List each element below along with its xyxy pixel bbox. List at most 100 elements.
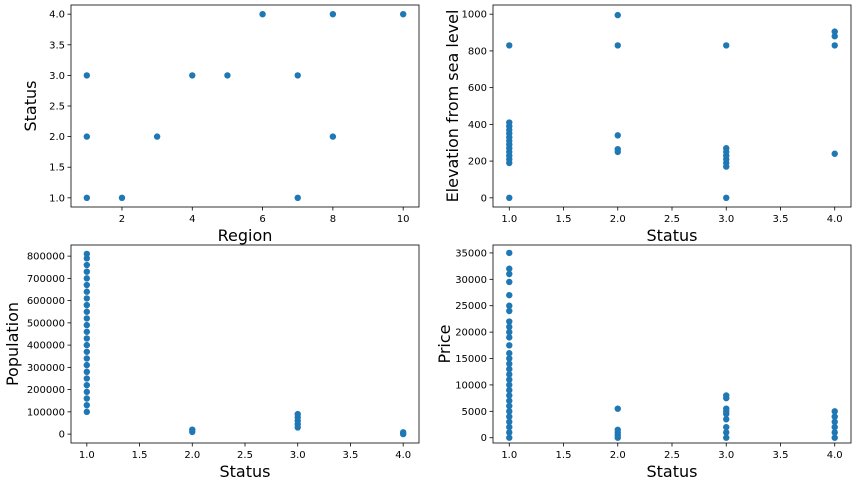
data-point xyxy=(506,434,513,441)
data-point xyxy=(614,42,621,49)
data-point xyxy=(83,341,91,349)
y-tick-label: 600000 xyxy=(27,296,65,307)
data-point xyxy=(83,355,91,362)
x-tick-label: 3.0 xyxy=(718,450,734,461)
x-tick-label: 3.0 xyxy=(290,450,306,461)
data-point xyxy=(83,368,91,376)
data-point xyxy=(506,334,513,341)
data-point xyxy=(83,335,91,342)
x-tick-label: 1.5 xyxy=(132,450,148,461)
data-point xyxy=(506,342,513,349)
data-point xyxy=(614,405,621,412)
y-tick-label: 4.0 xyxy=(49,10,65,21)
plot-frame xyxy=(70,4,420,208)
x-tick-label: 8 xyxy=(330,214,336,225)
y-tick-label: 3.0 xyxy=(49,71,65,82)
data-point xyxy=(723,416,730,423)
data-point xyxy=(506,413,513,420)
y-tick-label: 1000 xyxy=(462,10,487,21)
data-point xyxy=(83,281,91,289)
x-tick-label: 4.0 xyxy=(395,450,411,461)
data-point xyxy=(294,410,301,418)
y-tick-label: 15000 xyxy=(455,354,487,365)
data-point xyxy=(83,133,91,140)
x-tick-label: 4.0 xyxy=(827,450,843,461)
data-point xyxy=(399,429,407,436)
data-point xyxy=(506,355,513,362)
data-point xyxy=(83,72,91,79)
y-tick-label: 200 xyxy=(468,157,487,168)
subplot-1: 2 4 6 8 10 1.0 1.5 2.0 2.5 3.0 3.5 4.0 Region Status xyxy=(21,4,420,245)
scatter-points xyxy=(83,10,407,202)
data-point xyxy=(506,360,513,367)
x-tick-label: 2 xyxy=(119,214,125,225)
x-tick-label: 1.0 xyxy=(501,214,517,225)
data-point xyxy=(506,323,513,331)
data-point xyxy=(506,302,513,309)
data-point xyxy=(83,275,91,282)
data-point xyxy=(83,321,91,329)
data-point xyxy=(506,423,513,431)
data-point xyxy=(723,423,730,431)
y-tick-label: 500000 xyxy=(27,318,65,329)
data-point xyxy=(831,33,838,40)
data-point xyxy=(83,381,91,389)
data-point xyxy=(723,392,730,399)
data-point xyxy=(506,387,513,394)
y-tick-label: 0 xyxy=(59,430,65,441)
y-tick-label: 600 xyxy=(468,83,487,94)
data-point xyxy=(83,315,91,322)
y-tick-label: 200000 xyxy=(27,385,65,396)
data-point xyxy=(506,397,513,404)
data-point xyxy=(506,371,513,378)
y-tick-label: 800000 xyxy=(27,252,65,263)
data-point xyxy=(614,426,621,433)
data-point xyxy=(83,408,91,416)
plot-frame xyxy=(492,4,852,208)
data-point xyxy=(399,10,407,18)
x-tick-label: 1.5 xyxy=(556,214,572,225)
plot-frame xyxy=(492,244,852,444)
data-point xyxy=(831,418,838,426)
data-point xyxy=(614,132,621,139)
x-tick-label: 2.5 xyxy=(664,214,680,225)
data-point xyxy=(506,365,513,373)
data-point xyxy=(723,434,730,441)
data-point xyxy=(329,10,337,18)
x-tick-label: 2.0 xyxy=(610,450,626,461)
data-point xyxy=(506,307,513,315)
data-point xyxy=(506,270,513,278)
data-point xyxy=(506,350,513,357)
scatter-points xyxy=(83,250,407,438)
y-tick-label: 1.0 xyxy=(49,193,65,204)
data-point xyxy=(83,401,91,409)
data-point xyxy=(506,318,513,325)
data-point xyxy=(506,376,513,383)
data-point xyxy=(259,10,266,18)
data-point xyxy=(506,42,513,49)
y-tick-label: 1.5 xyxy=(49,163,65,174)
x-axis-label: Status xyxy=(220,462,271,481)
y-tick-label: 25000 xyxy=(455,301,487,312)
x-tick-label: 4 xyxy=(189,214,195,225)
y-axis-label: Price xyxy=(435,324,454,363)
data-point xyxy=(506,265,513,272)
y-tick-label: 10000 xyxy=(455,380,487,391)
data-point xyxy=(83,395,91,402)
y-tick-label: 400000 xyxy=(27,341,65,352)
data-point xyxy=(506,328,513,336)
data-point xyxy=(83,261,91,269)
data-point xyxy=(83,348,91,355)
subplot-2: 1.0 1.5 2.0 2.5 3.0 3.5 4.0 0 200 400 600 800 1000 St… xyxy=(443,4,852,245)
scatter-points xyxy=(506,249,838,441)
data-point xyxy=(83,250,91,258)
y-axis-label: Population xyxy=(3,302,22,386)
subplot-3: 1.0 1.5 2.0 2.5 3.0 3.5 4.0 0 100000 200000 300000… xyxy=(3,244,420,481)
x-tick-label: 1.5 xyxy=(556,450,572,461)
data-point xyxy=(506,429,513,436)
y-tick-label: 400 xyxy=(468,120,487,131)
subplot-4: 1.0 1.5 2.0 2.5 3.0 3.5 4.0 0 5000 10000 15000 2000… xyxy=(435,244,852,481)
data-point xyxy=(83,194,91,202)
x-tick-label: 3.5 xyxy=(343,450,359,461)
